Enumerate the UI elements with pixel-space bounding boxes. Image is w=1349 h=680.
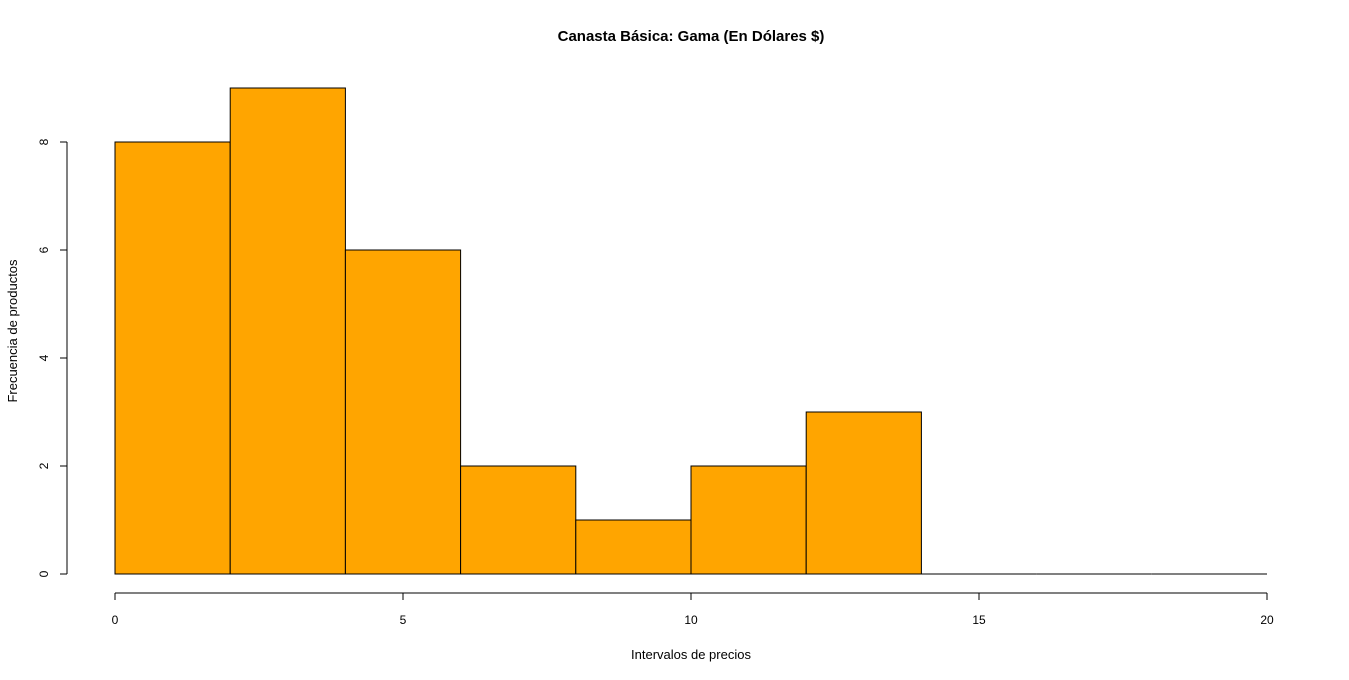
histogram-bar-0 bbox=[114, 141, 231, 575]
histogram-bar-6 bbox=[805, 411, 922, 575]
histogram-bar-3 bbox=[460, 465, 577, 575]
x-axis-label: Intervalos de precios bbox=[631, 647, 751, 662]
y-tick-label: 0 bbox=[37, 570, 51, 577]
x-axis: 0 5 10 15 20 bbox=[112, 592, 1274, 627]
histogram-bar-4 bbox=[575, 519, 692, 575]
histogram-bar-1 bbox=[229, 87, 346, 575]
x-tick-label: 20 bbox=[1260, 613, 1274, 627]
x-tick-label: 5 bbox=[400, 613, 407, 627]
y-tick-label: 4 bbox=[37, 354, 51, 361]
x-tick-label: 15 bbox=[972, 613, 986, 627]
histogram-bars bbox=[114, 87, 1267, 575]
x-tick-label: 0 bbox=[112, 613, 119, 627]
y-axis-label: Frecuencia de productos bbox=[5, 259, 20, 403]
histogram-bar-5 bbox=[690, 465, 807, 575]
chart-title: Canasta Básica: Gama (En Dólares $) bbox=[558, 28, 825, 45]
y-tick-label: 2 bbox=[37, 462, 51, 469]
histogram-bar-2 bbox=[344, 249, 462, 575]
y-axis: 0 2 4 6 8 bbox=[37, 138, 68, 577]
y-tick-label: 6 bbox=[37, 246, 51, 253]
y-tick-label: 8 bbox=[37, 138, 51, 145]
x-tick-label: 10 bbox=[684, 613, 698, 627]
